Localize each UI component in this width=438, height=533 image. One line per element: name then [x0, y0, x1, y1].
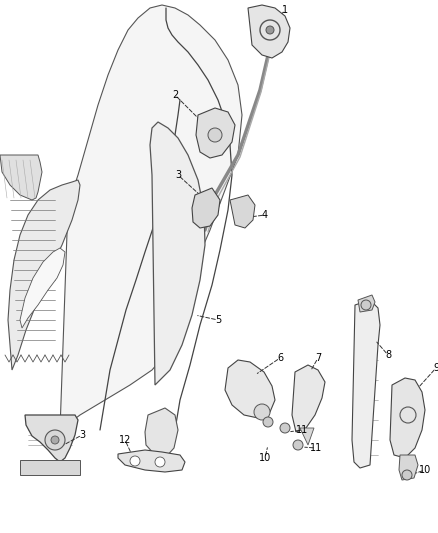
Circle shape	[155, 457, 165, 467]
Polygon shape	[399, 455, 418, 480]
Polygon shape	[248, 5, 290, 58]
Polygon shape	[150, 122, 205, 385]
Polygon shape	[390, 378, 425, 458]
Polygon shape	[292, 365, 325, 432]
Polygon shape	[358, 295, 375, 312]
Polygon shape	[196, 108, 235, 158]
Text: 10: 10	[419, 465, 431, 475]
Polygon shape	[300, 428, 314, 445]
Polygon shape	[352, 300, 380, 468]
Polygon shape	[25, 415, 78, 462]
Text: 10: 10	[259, 453, 271, 463]
Circle shape	[254, 404, 270, 420]
Circle shape	[280, 423, 290, 433]
Circle shape	[266, 26, 274, 34]
Polygon shape	[145, 408, 178, 458]
Text: 12: 12	[119, 435, 131, 445]
Text: 8: 8	[385, 350, 391, 360]
Circle shape	[45, 430, 65, 450]
Circle shape	[293, 440, 303, 450]
Text: 1: 1	[282, 5, 288, 15]
Circle shape	[263, 417, 273, 427]
Circle shape	[402, 470, 412, 480]
Circle shape	[208, 128, 222, 142]
Polygon shape	[225, 360, 275, 418]
Polygon shape	[20, 460, 80, 475]
Polygon shape	[192, 188, 220, 228]
Text: 9: 9	[433, 363, 438, 373]
Text: 7: 7	[315, 353, 321, 363]
Polygon shape	[118, 450, 185, 472]
Text: 3: 3	[79, 430, 85, 440]
Polygon shape	[60, 5, 242, 430]
Circle shape	[51, 436, 59, 444]
Polygon shape	[0, 155, 42, 200]
Circle shape	[130, 456, 140, 466]
Text: 5: 5	[215, 315, 221, 325]
Circle shape	[361, 300, 371, 310]
Text: 11: 11	[296, 425, 308, 435]
Text: 2: 2	[172, 90, 178, 100]
Polygon shape	[230, 195, 255, 228]
Text: 6: 6	[277, 353, 283, 363]
Polygon shape	[8, 180, 80, 370]
Text: 11: 11	[310, 443, 322, 453]
Polygon shape	[20, 248, 65, 328]
Text: 4: 4	[262, 210, 268, 220]
Text: 3: 3	[175, 170, 181, 180]
